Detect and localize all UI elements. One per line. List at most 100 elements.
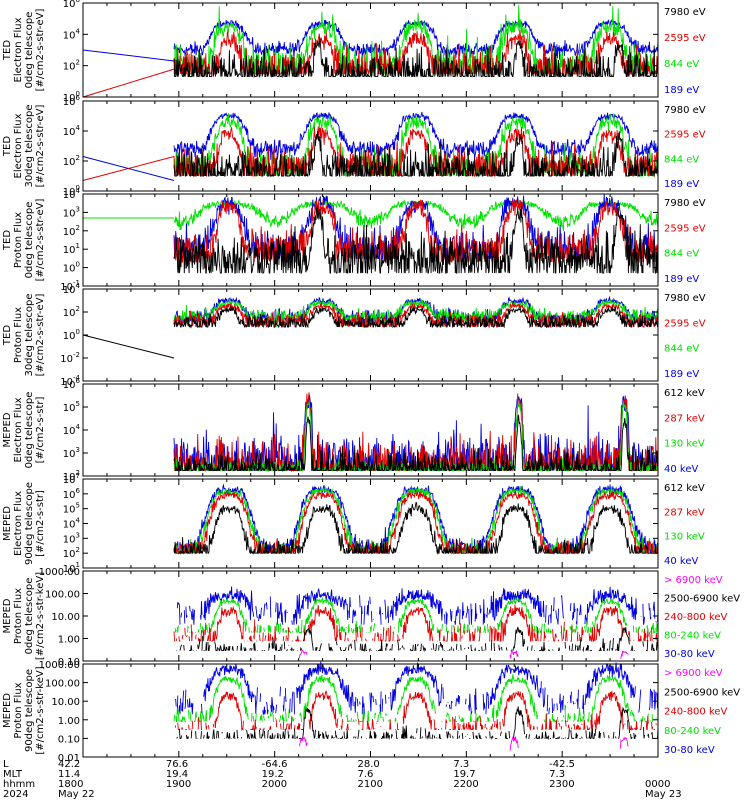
y-tick-label: 103: [63, 205, 80, 219]
y-axis-label: 90deg telescope: [24, 482, 35, 565]
y-axis-label: [#/cm2-s-str]: [35, 490, 46, 557]
legend-entry: 612 keV: [664, 388, 705, 399]
y-axis-label: [#/cm2-s-str-keV]: [35, 572, 46, 660]
y-axis-label: 90deg telescope: [24, 669, 35, 752]
y-tick-label: 104: [63, 423, 81, 437]
legend-entry: 844 eV: [664, 249, 699, 260]
y-tick-label: 105: [63, 400, 80, 414]
series-blue: [173, 483, 659, 555]
y-axis-label: TED: [2, 136, 13, 157]
x-tick-label: 76.6: [166, 759, 188, 770]
x-row-label: L: [3, 759, 9, 770]
legend-entry: 189 eV: [664, 369, 699, 380]
series-black: [173, 414, 659, 473]
legend-entry: > 6900 keV: [664, 575, 723, 586]
y-axis-label: Electron Flux: [13, 491, 24, 556]
x-tick-label: 2200: [453, 779, 478, 790]
series-magenta: [298, 648, 629, 660]
x-tick-label: 28.0: [358, 759, 380, 770]
y-axis-label: TED: [2, 230, 13, 251]
y-tick-label: 106: [63, 377, 81, 391]
x-tick-label: May 23: [645, 789, 682, 800]
x-tick-label: 19.4: [166, 769, 188, 780]
series-blue: [176, 586, 659, 625]
series-green: [174, 596, 659, 635]
x-tick-label: 2000: [262, 779, 287, 790]
y-axis-label: [#/cm2-s-str-eV]: [35, 105, 46, 188]
x-tick-label: May 22: [58, 789, 95, 800]
legend-entry: 287 keV: [664, 413, 705, 424]
y-tick-label: 0.10: [58, 657, 80, 668]
series-black: [173, 205, 659, 275]
y-tick-label: 106: [63, 94, 81, 108]
x-tick-label: 2100: [358, 779, 383, 790]
x-tick-label: 1800: [58, 779, 83, 790]
y-tick-label: 102: [63, 154, 80, 168]
x-tick-label: 11.4: [58, 769, 80, 780]
y-axis-label: 0deg telescope: [24, 202, 35, 279]
series-blue: [173, 111, 659, 161]
series-black-pre-segment: [82, 334, 175, 359]
legend-entry: 240-800 keV: [664, 612, 728, 623]
y-tick-label: 0.01: [58, 753, 80, 764]
legend-entry: 80-240 keV: [664, 726, 721, 737]
legend-entry: 7980 eV: [664, 7, 706, 18]
y-tick-label: 104: [63, 27, 81, 41]
legend-entry: 130 keV: [664, 532, 705, 543]
legend-entry: 2595 eV: [664, 318, 706, 329]
y-tick-label: 103: [63, 446, 80, 460]
y-axis-label: [#/cm2-s-str-eV]: [35, 9, 46, 92]
legend-entry: 30-80 keV: [664, 649, 715, 660]
series-magenta: [298, 736, 629, 751]
panel-frame: [82, 193, 659, 287]
y-axis-label: 30deg telescope: [24, 104, 35, 187]
y-tick-label: 0.10: [58, 734, 80, 745]
series-black: [173, 306, 659, 329]
y-axis-label: 0deg telescope: [24, 392, 35, 469]
legend-entry: 7980 eV: [664, 105, 706, 116]
y-tick-label: 100.00: [45, 679, 80, 690]
legend-entry: 2595 eV: [664, 33, 706, 44]
y-tick-label: 10.00: [51, 697, 80, 708]
legend-entry: 2500-6900 keV: [664, 594, 740, 605]
x-row-label: 2024: [3, 789, 28, 800]
x-row-label: hhmm: [3, 779, 35, 790]
series-black: [173, 130, 659, 178]
panel-frame: [82, 478, 659, 569]
y-tick-label: 101: [63, 242, 80, 256]
legend-entry: 612 keV: [664, 483, 705, 494]
y-axis-label: Proton Flux: [13, 588, 24, 644]
y-axis-label: TED: [2, 325, 13, 346]
legend-entry: 287 keV: [664, 507, 705, 518]
x-tick-label: -64.6: [262, 759, 288, 770]
x-tick-label: -42.5: [549, 759, 575, 770]
x-tick-label: 7.3: [453, 759, 469, 770]
x-tick-label: 1900: [166, 779, 191, 790]
y-tick-label: 106: [63, 0, 81, 10]
legend-entry: 240-800 keV: [664, 707, 728, 718]
y-tick-label: 102: [63, 59, 80, 73]
x-tick-label: 7.6: [358, 769, 374, 780]
legend-entry: 80-240 keV: [664, 631, 721, 642]
legend-entry: > 6900 keV: [664, 668, 723, 679]
y-axis-label: TED: [2, 40, 13, 61]
panel-8: 1000.00 100.00 10.00 1.00 0.10 0.01 MEPED Proto…: [2, 660, 740, 764]
x-tick-label: 0000: [645, 779, 670, 790]
legend-entry: 844 eV: [664, 154, 699, 165]
series-red-pre-segment: [82, 68, 175, 98]
panel-frame: [82, 570, 659, 662]
y-tick-label: 100: [63, 328, 80, 342]
legend-entry: 2595 eV: [664, 223, 706, 234]
legend-entry: 40 keV: [664, 556, 698, 567]
y-axis-label: Proton Flux: [13, 212, 24, 268]
legend-entry: 189 eV: [664, 179, 699, 190]
legend-entry: 40 keV: [664, 464, 698, 475]
y-tick-label: 1.00: [58, 635, 80, 646]
x-tick-label: 42.2: [58, 759, 80, 770]
y-axis-label: [#/cm2-s-str-eV]: [35, 294, 46, 377]
